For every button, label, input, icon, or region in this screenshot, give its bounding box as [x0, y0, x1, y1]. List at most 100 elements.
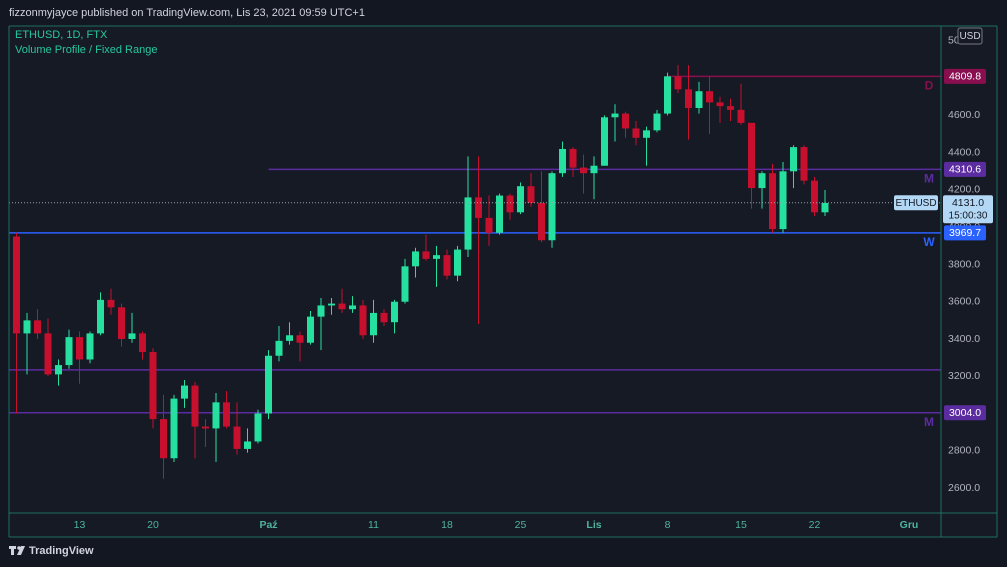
candle-body [580, 167, 587, 174]
level-price-label: 4809.8 [949, 71, 981, 83]
countdown: 15:00:30 [949, 210, 988, 221]
candle-body [622, 113, 629, 129]
candle-body [202, 426, 209, 429]
y-tick-label: 3600.0 [948, 296, 980, 308]
candle-body [590, 165, 598, 174]
candle-body [464, 197, 472, 250]
candle-body [65, 337, 73, 366]
candle-body [496, 195, 503, 233]
x-tick-label: 22 [809, 519, 821, 531]
symbol-title: ETHUSD, 1D, FTX [15, 29, 108, 41]
x-tick-label: 25 [515, 519, 527, 531]
candle-body [23, 320, 31, 334]
candle-body [275, 340, 283, 356]
candle-body [296, 335, 304, 343]
indicator-name: Volume Profile / Fixed Range [15, 44, 157, 56]
candle-body [370, 312, 377, 336]
currency: USD [959, 31, 980, 42]
currency-box[interactable] [957, 27, 983, 45]
candle-body [674, 76, 682, 90]
level-tag: W [923, 235, 935, 249]
candle-body [737, 109, 745, 123]
candle-body [779, 171, 787, 230]
candle-body [244, 441, 251, 449]
candle-body [223, 402, 230, 427]
candle-body [821, 202, 829, 213]
candle-body [454, 249, 461, 276]
candle-body [55, 365, 62, 375]
x-tick-label: 11 [368, 519, 379, 531]
level-price-box [944, 225, 986, 241]
level-price-label: 4310.6 [949, 164, 981, 176]
candle-body [107, 299, 115, 308]
footer-brand: TradingView [29, 545, 94, 557]
candle-body [380, 312, 388, 323]
candle-body [769, 173, 776, 230]
candle-body [212, 402, 220, 429]
candle-body [34, 320, 41, 334]
candle-body [44, 333, 52, 375]
candle-body [559, 148, 566, 174]
candle-body [506, 195, 514, 213]
symbol-label: ETHUSD [895, 198, 936, 209]
symbol-box [894, 195, 938, 211]
logo [9, 546, 25, 555]
candle-body [349, 305, 356, 310]
candle-body [475, 197, 482, 218]
level-price-label: 3004.0 [949, 407, 981, 419]
candle-body [716, 102, 724, 107]
y-tick-label: 3200.0 [948, 370, 980, 382]
level-price-box [944, 68, 986, 84]
logo-shape [17, 546, 25, 555]
candle-body [359, 305, 367, 336]
candle-body [254, 413, 262, 442]
candle-body [97, 299, 104, 334]
last-price-box [943, 195, 993, 224]
plot-area: D M W M [9, 65, 941, 479]
y-tick-label: 2800.0 [948, 445, 980, 457]
candle-body [307, 316, 314, 343]
chart-pane [9, 26, 997, 537]
candle-body [548, 173, 556, 241]
candle-body [527, 186, 535, 203]
header: fizzonmyjayce published on TradingView.c… [9, 7, 365, 19]
candle-body [328, 303, 335, 306]
candle-body [685, 89, 692, 108]
candle-body [265, 355, 272, 414]
candle-body [800, 147, 808, 181]
level-price-label: 3969.7 [949, 227, 981, 239]
candle-body [286, 335, 293, 341]
x-tick-label: Paź [259, 519, 277, 531]
candle-body [433, 255, 440, 259]
candle-body [601, 117, 608, 166]
candle-body [118, 307, 125, 339]
level-tag: M [924, 415, 934, 429]
candle-body [181, 385, 188, 399]
candle-body [695, 91, 703, 108]
x-tick-label: 13 [74, 519, 86, 531]
y-tick-label: 3800.0 [948, 258, 980, 270]
candle-body [611, 113, 619, 118]
candle-body [664, 76, 671, 114]
x-tick-label: Lis [586, 519, 601, 531]
candle-body [706, 91, 713, 103]
y-tick-label: 2600.0 [948, 482, 980, 494]
candle-body [569, 148, 577, 168]
x-tick-label: 20 [147, 519, 159, 531]
candle-body [422, 251, 430, 259]
candle-body [758, 173, 766, 189]
candle-body [139, 333, 146, 353]
candle-body [86, 333, 94, 360]
level-tag: M [924, 172, 934, 186]
last-price-label: 4131.0 [952, 197, 984, 209]
candle-body [790, 147, 797, 172]
candle-body [128, 333, 136, 339]
candle-body [233, 426, 241, 449]
candle-body [748, 122, 755, 189]
candle-body [632, 128, 640, 138]
candle-body [412, 251, 419, 267]
y-tick-label: 4400.0 [948, 146, 980, 158]
candle-body [13, 236, 20, 334]
logo-shape [11, 546, 14, 555]
axis-overlay: 2600.02800.03000.03200.03400.03600.03800… [74, 35, 993, 531]
